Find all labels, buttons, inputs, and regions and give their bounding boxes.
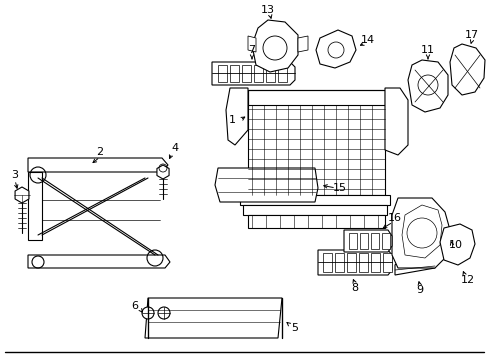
Polygon shape: [251, 20, 297, 72]
Text: 10: 10: [448, 240, 462, 250]
Polygon shape: [439, 224, 474, 265]
Text: 14: 14: [360, 35, 374, 45]
Text: 6: 6: [131, 301, 138, 311]
Polygon shape: [28, 255, 170, 268]
Circle shape: [158, 307, 170, 319]
Text: 17: 17: [464, 30, 478, 40]
Polygon shape: [370, 253, 379, 272]
Polygon shape: [317, 250, 391, 275]
Text: 13: 13: [261, 5, 274, 15]
Text: 12: 12: [460, 275, 474, 285]
Polygon shape: [346, 253, 355, 272]
Text: 9: 9: [416, 285, 423, 295]
Polygon shape: [323, 253, 331, 272]
Polygon shape: [334, 253, 343, 272]
Polygon shape: [370, 233, 378, 249]
Text: 4: 4: [171, 143, 178, 153]
Polygon shape: [242, 65, 250, 82]
Text: 1: 1: [228, 115, 235, 125]
Text: 5: 5: [291, 323, 298, 333]
Polygon shape: [247, 36, 256, 52]
Polygon shape: [359, 233, 367, 249]
Polygon shape: [358, 253, 367, 272]
Polygon shape: [247, 215, 384, 228]
Polygon shape: [391, 198, 449, 268]
Circle shape: [142, 307, 154, 319]
Polygon shape: [278, 65, 286, 82]
Text: 16: 16: [387, 213, 401, 223]
Polygon shape: [218, 65, 226, 82]
Polygon shape: [297, 36, 307, 52]
Polygon shape: [157, 165, 169, 179]
Polygon shape: [382, 253, 391, 272]
Polygon shape: [253, 65, 263, 82]
Polygon shape: [384, 88, 407, 155]
Polygon shape: [145, 298, 282, 338]
Polygon shape: [247, 90, 384, 105]
Polygon shape: [15, 187, 29, 203]
Text: 11: 11: [420, 45, 434, 55]
Polygon shape: [28, 172, 42, 240]
Polygon shape: [407, 60, 447, 112]
Polygon shape: [229, 65, 239, 82]
Polygon shape: [381, 233, 389, 249]
Polygon shape: [265, 65, 274, 82]
Polygon shape: [225, 88, 247, 145]
Polygon shape: [343, 230, 391, 252]
Text: 8: 8: [351, 283, 358, 293]
Text: 7: 7: [248, 45, 255, 55]
Polygon shape: [28, 158, 168, 172]
Polygon shape: [315, 30, 355, 68]
Polygon shape: [449, 44, 484, 95]
Polygon shape: [394, 260, 434, 275]
Polygon shape: [212, 62, 294, 85]
Text: 3: 3: [12, 170, 19, 180]
Polygon shape: [215, 168, 317, 202]
Polygon shape: [348, 233, 356, 249]
Polygon shape: [243, 205, 386, 215]
Text: 15: 15: [332, 183, 346, 193]
Polygon shape: [240, 195, 389, 205]
Text: 2: 2: [96, 147, 103, 157]
